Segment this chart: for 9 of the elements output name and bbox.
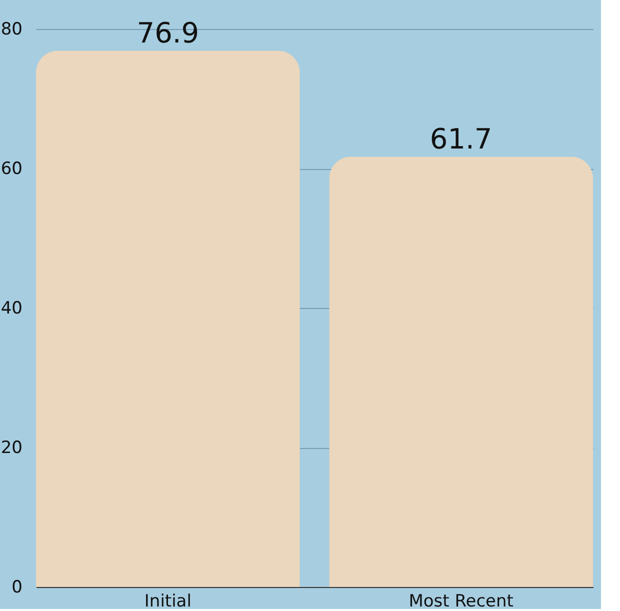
y-tick-label: 80 — [0, 20, 22, 40]
x-tick-label: Most Recent — [408, 592, 514, 611]
y-tick-label: 40 — [0, 298, 22, 318]
data-label: 76.9 — [136, 16, 200, 50]
y-tick-label: 20 — [0, 438, 22, 458]
y-tick-label: 0 — [12, 578, 22, 598]
y-tick-label: 60 — [0, 159, 22, 179]
x-tick-label: Initial — [144, 592, 192, 611]
data-label: 61.7 — [430, 122, 492, 156]
